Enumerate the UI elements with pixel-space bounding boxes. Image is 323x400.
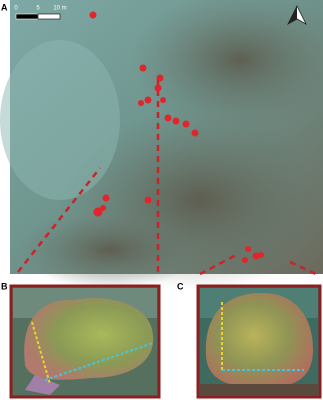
panel-label: A — [1, 2, 8, 12]
panel-a: 0 5 10 m A — [0, 0, 323, 290]
north-arrow — [287, 5, 307, 25]
scale-label: 5 — [36, 6, 40, 12]
panel-b: B — [1, 281, 161, 399]
sand-patch — [0, 40, 120, 200]
coral-locations — [89, 11, 264, 263]
substrate — [200, 384, 318, 395]
panel-c: C — [177, 281, 322, 399]
height-line — [31, 321, 51, 385]
callout-lines — [17, 78, 317, 276]
bleached-patch — [25, 375, 60, 395]
scale-label: 0 — [14, 6, 18, 12]
reef-patch — [20, 210, 200, 290]
panel-label: C — [177, 281, 184, 291]
width-line — [44, 342, 154, 381]
scale-label: 10 m — [53, 6, 66, 12]
coral — [24, 297, 154, 380]
coral — [205, 293, 314, 388]
reef-patch — [130, 0, 323, 130]
panel-label: B — [1, 281, 8, 291]
scale-bar: 0 5 10 m — [14, 6, 67, 20]
